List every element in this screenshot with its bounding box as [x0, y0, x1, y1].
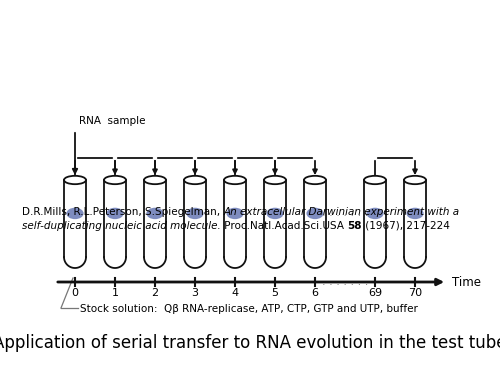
Ellipse shape [306, 208, 324, 219]
Bar [104, 180, 126, 257]
Polygon shape [264, 257, 286, 268]
Ellipse shape [224, 176, 246, 184]
Bar [364, 180, 386, 257]
Polygon shape [304, 257, 326, 268]
Polygon shape [104, 257, 126, 268]
Bar [184, 180, 206, 257]
Polygon shape [404, 257, 426, 268]
Ellipse shape [106, 208, 124, 219]
Text: An extracellular Darwinian experiment with a: An extracellular Darwinian experiment wi… [224, 207, 460, 217]
Text: self-duplicating nucleic acid molecule.: self-duplicating nucleic acid molecule. [22, 221, 221, 231]
Text: . . . . . . .: . . . . . . . [322, 209, 368, 219]
Text: 69: 69 [368, 288, 382, 298]
Ellipse shape [406, 208, 424, 219]
Text: Time: Time [452, 276, 481, 288]
Text: . . . . . . .: . . . . . . . [322, 277, 368, 287]
Bar [404, 180, 426, 257]
Ellipse shape [144, 176, 166, 184]
Text: 1: 1 [112, 288, 118, 298]
Ellipse shape [366, 208, 384, 219]
Ellipse shape [226, 208, 244, 219]
Text: (1967), 217-224: (1967), 217-224 [362, 221, 450, 231]
Bar [264, 180, 286, 257]
Bar [304, 180, 326, 257]
Text: 70: 70 [408, 288, 422, 298]
Bar [64, 180, 86, 257]
Text: Stock solution:  Qβ RNA-replicase, ATP, CTP, GTP and UTP, buffer: Stock solution: Qβ RNA-replicase, ATP, C… [80, 304, 418, 314]
Text: RNA  sample: RNA sample [79, 116, 146, 126]
Polygon shape [224, 257, 246, 268]
Bar [224, 180, 246, 257]
Ellipse shape [66, 208, 84, 219]
Bar [144, 180, 166, 257]
Ellipse shape [304, 176, 326, 184]
Text: 2: 2 [152, 288, 158, 298]
Text: 0: 0 [72, 288, 78, 298]
Text: 58: 58 [347, 221, 362, 231]
Text: 3: 3 [192, 288, 198, 298]
Ellipse shape [146, 208, 164, 219]
Ellipse shape [266, 208, 283, 219]
Text: 5: 5 [272, 288, 278, 298]
Text: Proc.Natl.Acad.Sci.USA: Proc.Natl.Acad.Sci.USA [221, 221, 347, 231]
Polygon shape [184, 257, 206, 268]
Text: D.R.Mills, R.L.Peterson, S.Spiegelman,: D.R.Mills, R.L.Peterson, S.Spiegelman, [22, 207, 224, 217]
Polygon shape [144, 257, 166, 268]
Text: 6: 6 [312, 288, 318, 298]
Ellipse shape [184, 176, 206, 184]
Ellipse shape [364, 176, 386, 184]
Text: Application of serial transfer to RNA evolution in the test tube: Application of serial transfer to RNA ev… [0, 334, 500, 352]
Ellipse shape [64, 176, 86, 184]
Text: 4: 4 [232, 288, 238, 298]
Polygon shape [364, 257, 386, 268]
Ellipse shape [404, 176, 426, 184]
Polygon shape [64, 257, 86, 268]
Ellipse shape [186, 208, 204, 219]
Ellipse shape [104, 176, 126, 184]
Ellipse shape [264, 176, 286, 184]
